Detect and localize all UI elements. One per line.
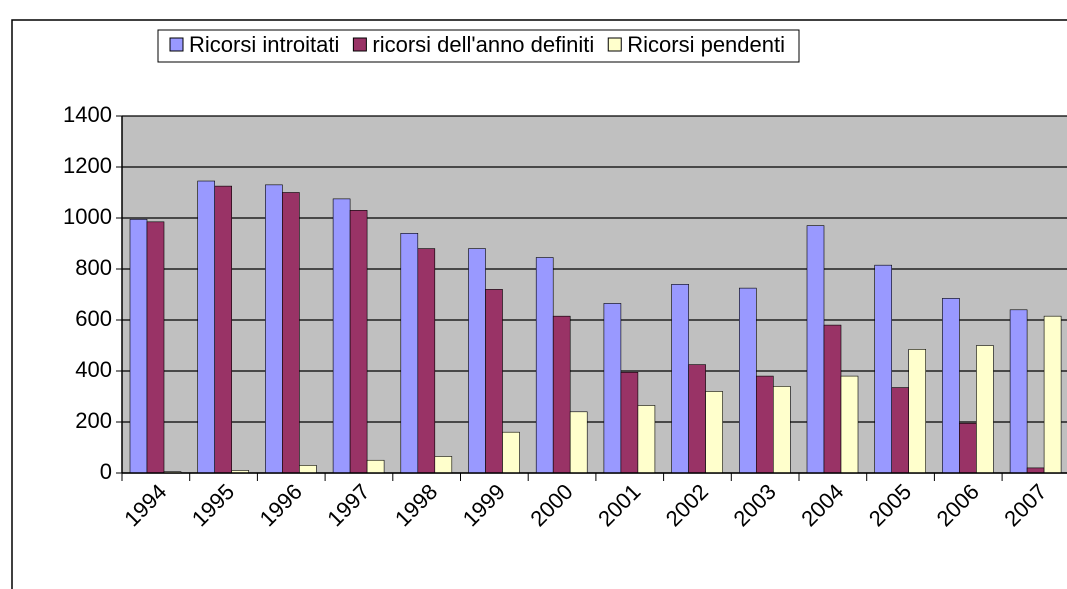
bar (772, 385, 791, 474)
legend-swatch (352, 37, 367, 52)
bar (671, 283, 689, 474)
legend-swatch (169, 37, 184, 52)
legend-box (157, 29, 800, 63)
bar (1043, 315, 1062, 474)
bar (265, 184, 283, 474)
bar (637, 405, 656, 474)
bar (688, 364, 706, 474)
bar (569, 411, 588, 474)
y-tick-label: 0 (100, 459, 112, 484)
bar (129, 218, 148, 474)
bar (197, 180, 215, 474)
bar (755, 375, 774, 474)
bar (806, 225, 825, 474)
y-tick-label: 800 (75, 255, 112, 280)
bar (299, 465, 317, 474)
legend-label: Ricorsi pendenti (627, 32, 785, 57)
bar (400, 233, 419, 474)
y-tick-label: 400 (75, 357, 112, 382)
legend-label: ricorsi dell'anno definiti (372, 32, 594, 57)
y-tick-label: 1200 (63, 153, 112, 178)
bar (942, 298, 960, 474)
bar (891, 387, 910, 474)
bar (908, 349, 927, 474)
legend-swatch (607, 37, 622, 52)
bar (535, 257, 554, 474)
bar (976, 345, 994, 474)
y-tick-label: 1400 (63, 102, 112, 127)
bar (603, 303, 622, 474)
bar (485, 289, 503, 474)
bar (705, 391, 723, 474)
bar (282, 192, 300, 474)
bar (332, 198, 351, 474)
bar (366, 459, 385, 474)
legend: Ricorsi introitati ricorsi dell'anno defi… (157, 29, 800, 63)
bar (959, 422, 977, 474)
bar (434, 456, 453, 474)
bar (417, 248, 436, 474)
bar (874, 264, 893, 474)
y-tick-label: 600 (75, 306, 112, 331)
bar (823, 324, 842, 474)
bar (214, 185, 232, 474)
bar (738, 287, 757, 474)
bar (552, 315, 571, 474)
bar (349, 210, 368, 474)
legend-label: Ricorsi introitati (189, 32, 339, 57)
bar (502, 431, 520, 474)
y-tick-label: 1000 (63, 204, 112, 229)
y-tick-label: 200 (75, 408, 112, 433)
bar (1009, 309, 1028, 474)
bar (1026, 467, 1045, 474)
bar (840, 375, 859, 474)
bar (468, 248, 486, 474)
bar (620, 371, 639, 474)
bar (146, 221, 165, 474)
